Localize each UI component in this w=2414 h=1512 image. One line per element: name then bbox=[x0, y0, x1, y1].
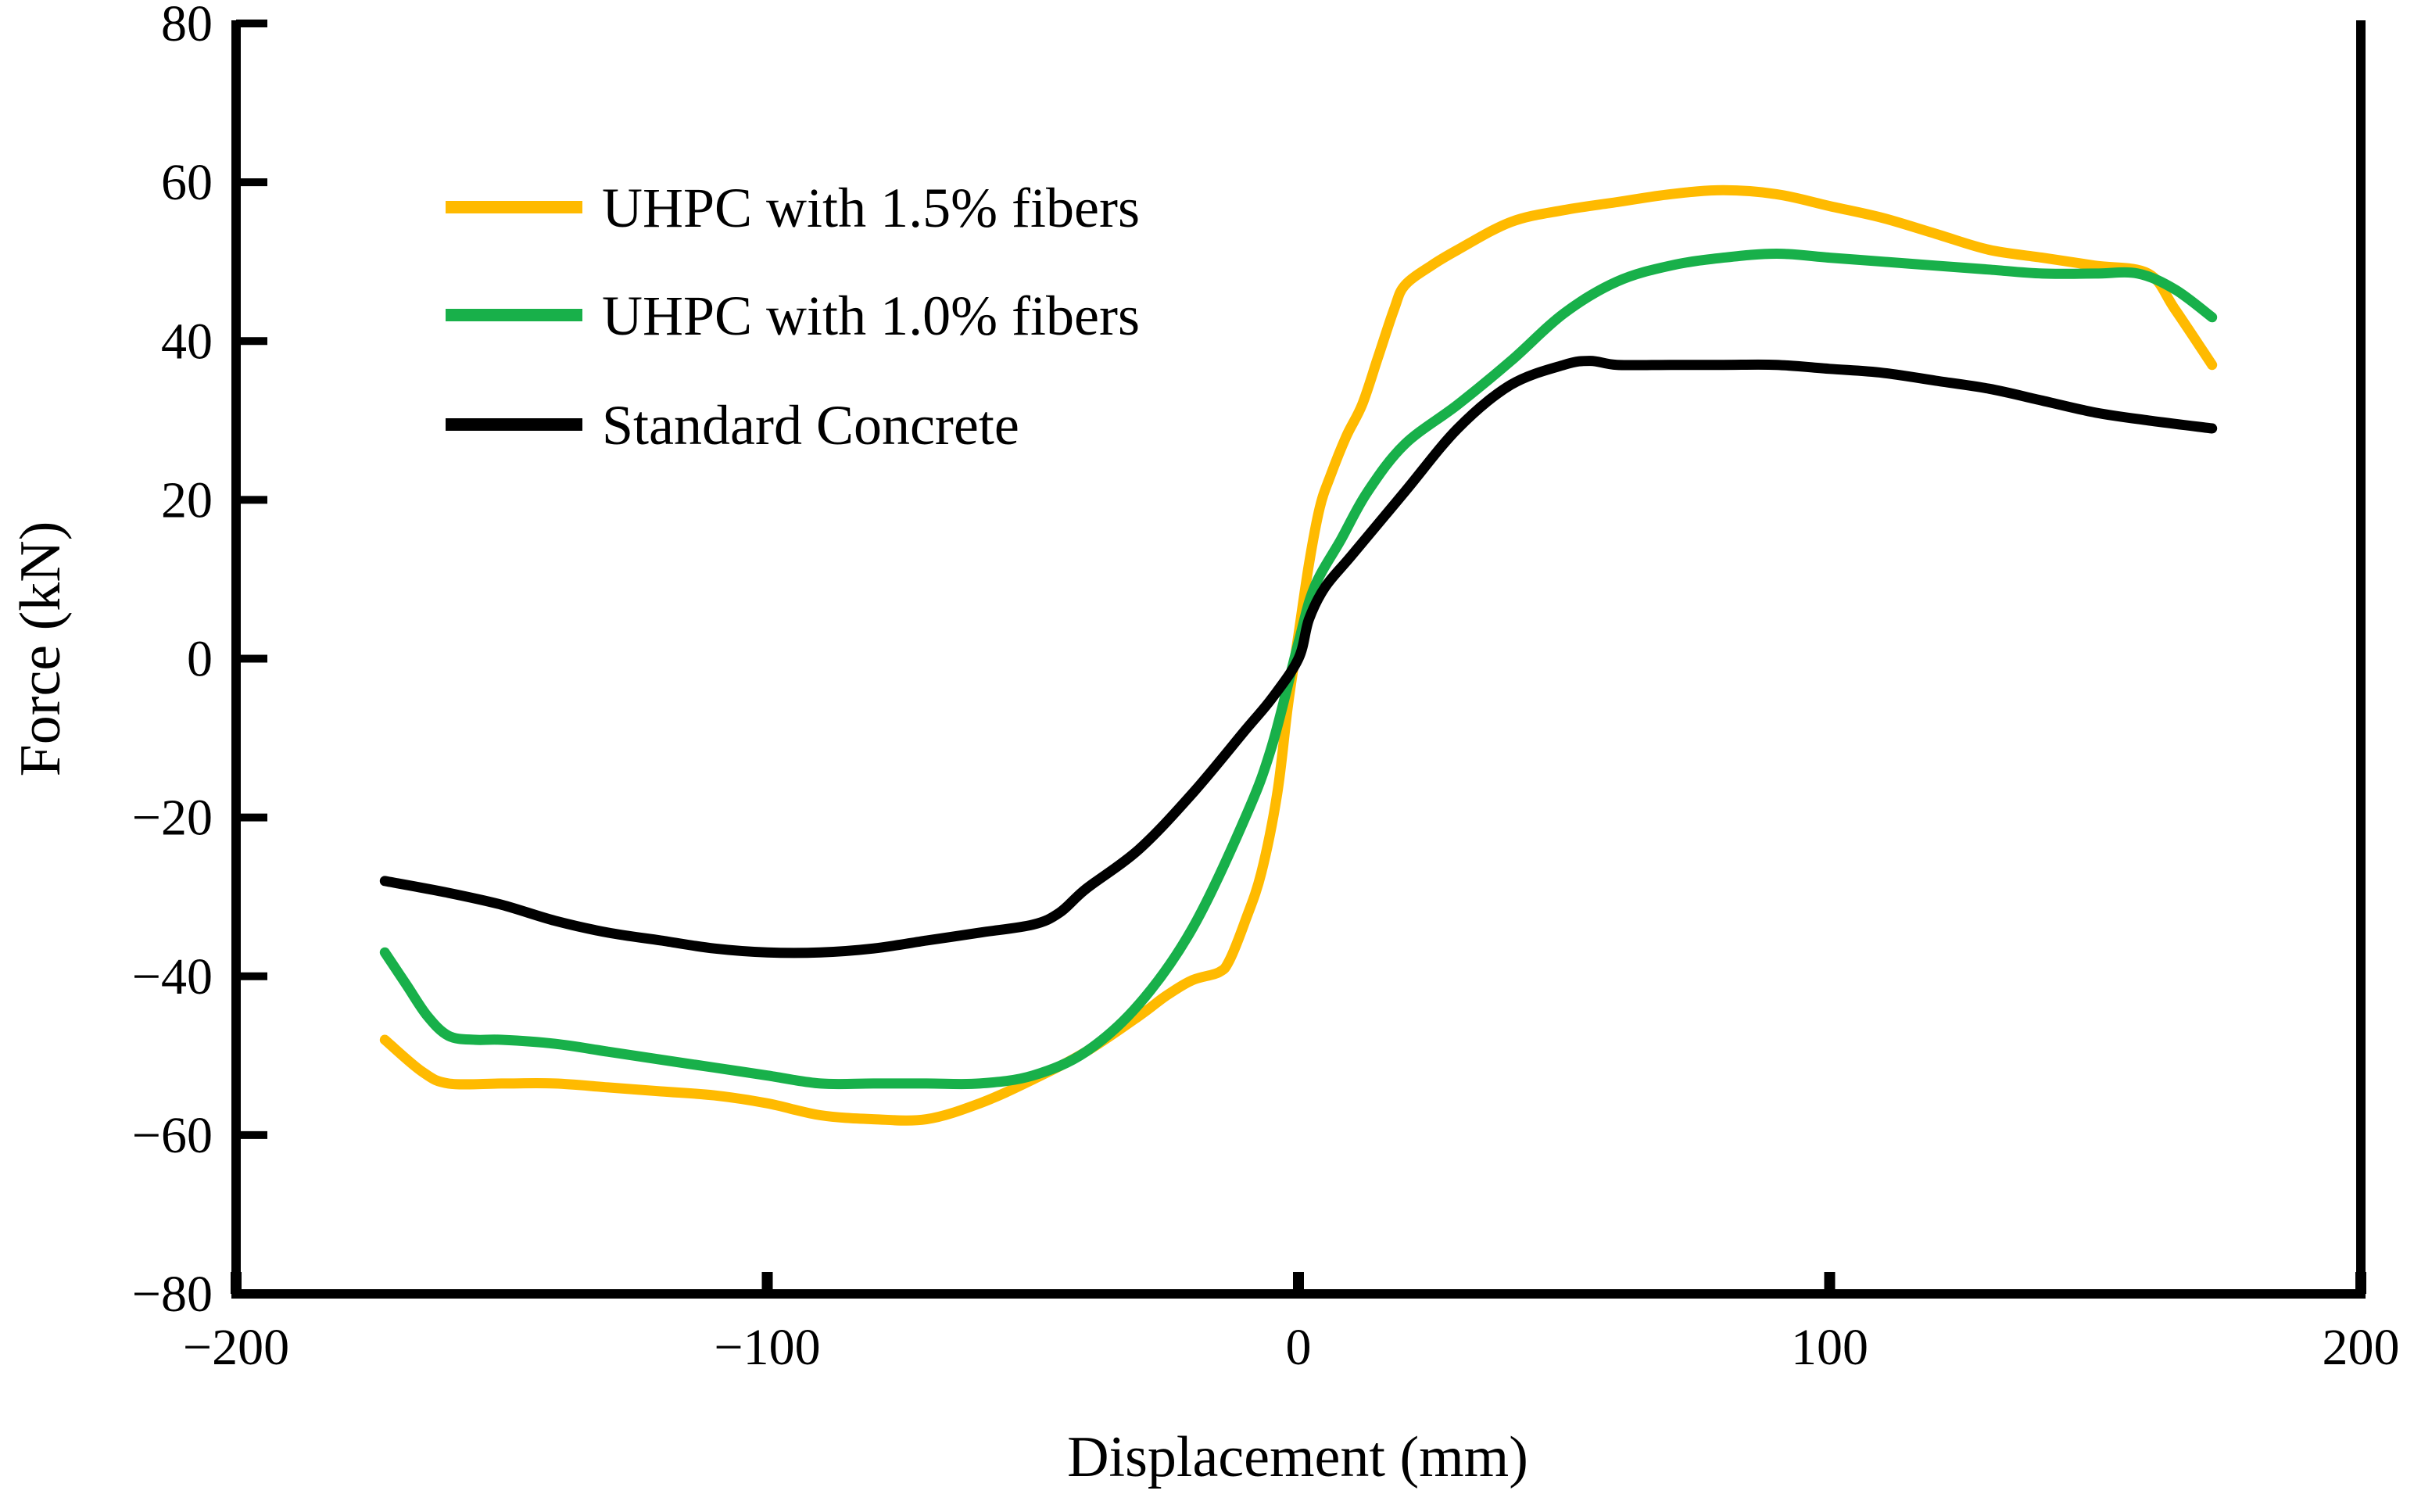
y-tick-label: 40 bbox=[161, 313, 213, 370]
x-tick-label: −100 bbox=[714, 1319, 820, 1376]
series-lines bbox=[379, 185, 2218, 1126]
y-tick-label: 80 bbox=[161, 0, 213, 52]
x-axis-title: Displacement (mm) bbox=[1067, 1425, 1528, 1489]
y-tick-label: 60 bbox=[161, 154, 213, 211]
legend-label: UHPC with 1.5% fibers bbox=[602, 177, 1140, 239]
y-tick-label: −20 bbox=[132, 790, 213, 847]
y-tick-label: 0 bbox=[187, 631, 213, 688]
x-tick-label: −200 bbox=[183, 1319, 289, 1376]
x-tick-label: 200 bbox=[2323, 1319, 2400, 1376]
legend-label: UHPC with 1.0% fibers bbox=[602, 285, 1140, 347]
series-line-uhpc-with-1-0-fibers bbox=[379, 249, 2218, 1090]
legend-label: Standard Concrete bbox=[602, 394, 1019, 457]
axis-labels: Displacement (mm) Force (kN) bbox=[9, 521, 1528, 1489]
y-tick-label: −60 bbox=[132, 1107, 213, 1164]
x-tick-label: 0 bbox=[1286, 1319, 1312, 1376]
y-axis-title: Force (kN) bbox=[9, 521, 73, 777]
legend: UHPC with 1.5% fibers UHPC with 1.0% fibe… bbox=[446, 177, 1140, 457]
y-tick-label: −80 bbox=[132, 1266, 213, 1323]
y-tick-label: −40 bbox=[132, 948, 213, 1005]
y-tick-label: 20 bbox=[161, 471, 213, 528]
x-tick-label: 100 bbox=[1791, 1319, 1868, 1376]
series-line-standard-concrete bbox=[379, 356, 2218, 958]
